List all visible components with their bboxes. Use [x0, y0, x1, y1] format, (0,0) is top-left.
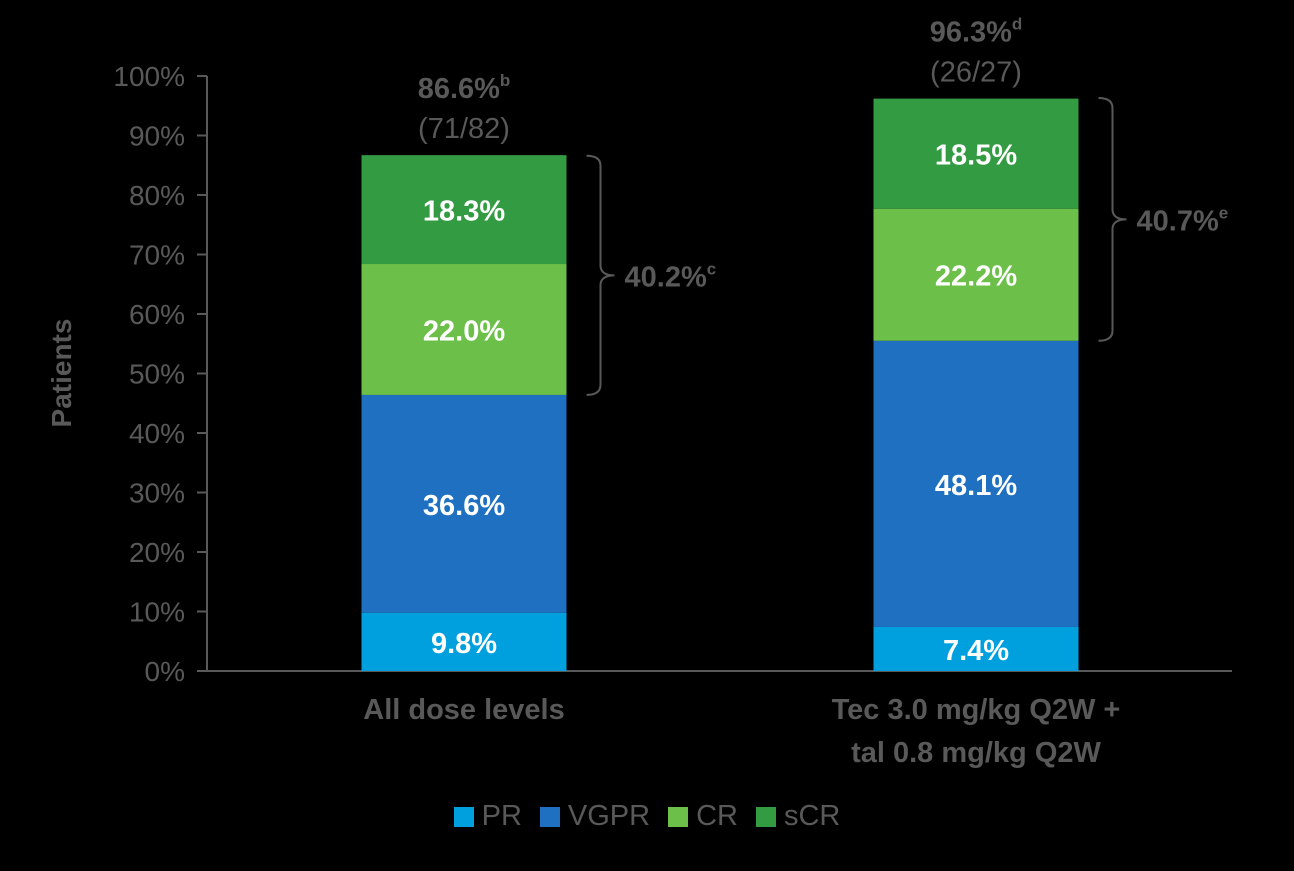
bar-segment-scr — [873, 98, 1079, 209]
labels-layer: 9.8% 36.6% 22.0% 18.3% 7.4% 48.1% 22.2% 18.5% 86… — [418, 15, 1229, 667]
y-tick-label: 20% — [129, 537, 185, 568]
y-tick-label: 60% — [129, 299, 185, 330]
bar-segment-label: 18.3% — [423, 196, 505, 228]
y-tick-label: 50% — [129, 359, 185, 390]
y-axis-title: Patients — [46, 319, 77, 428]
y-tick-label: 40% — [129, 418, 185, 449]
bar-segment-label: 22.0% — [423, 315, 505, 347]
legend-item-cr: CR — [668, 800, 738, 833]
y-tick-label: 90% — [129, 121, 185, 152]
bar-segment-label: 36.6% — [423, 490, 505, 522]
x-category-label: All dose levels — [363, 694, 565, 726]
legend-label: PR — [481, 800, 522, 832]
bar-segment-cr — [361, 264, 567, 395]
axes-layer: 0% 10% 20% 30% 40% 50% 60% 70% 80% 90% 100% Patient… — [46, 61, 1232, 769]
legend-label: VGPR — [567, 800, 651, 832]
legend-swatch — [668, 806, 689, 827]
bar-total-label: 96.3%d — [930, 15, 1023, 49]
bar-segment-label: 18.5% — [935, 140, 1017, 172]
bar-total-fraction: (71/82) — [418, 113, 510, 145]
y-tick-label: 10% — [129, 597, 185, 628]
bar-segment-scr — [361, 155, 567, 265]
legend-item-pr: PR — [453, 800, 522, 833]
bar-total-fraction: (26/27) — [930, 57, 1022, 89]
legend-label: CR — [696, 800, 738, 832]
bar-segment-pr — [873, 626, 1079, 671]
bar-total-label: 86.6%b — [418, 71, 511, 105]
bar-segment-vgpr — [361, 394, 567, 613]
bar-segment-vgpr — [873, 340, 1079, 627]
legend-swatch — [539, 806, 560, 827]
bar-segment-label: 48.1% — [935, 470, 1017, 502]
legend-item-vgpr: VGPR — [539, 800, 651, 833]
legend-label: sCR — [783, 800, 841, 832]
legend: PR VGPR CR sCR — [0, 800, 1294, 833]
bar-segment-cr — [873, 208, 1079, 341]
bar-segment-pr — [361, 612, 567, 671]
bar-segment-label: 7.4% — [943, 635, 1009, 667]
bar-segment-label: 9.8% — [431, 628, 497, 660]
legend-item-scr: sCR — [755, 800, 841, 833]
bar-segment-label: 22.2% — [935, 261, 1017, 293]
legend-swatch — [453, 806, 474, 827]
bracket-label: 40.2%c — [625, 259, 717, 293]
y-tick-label: 100% — [113, 61, 185, 92]
y-tick-label: 70% — [129, 240, 185, 271]
bracket-brace — [586, 154, 615, 396]
x-category-label: tal 0.8 mg/kg Q2W — [851, 737, 1101, 769]
y-tick-label: 80% — [129, 180, 185, 211]
bracket-brace — [1098, 97, 1127, 342]
bars-layer — [361, 98, 1079, 671]
bracket-label: 40.7%e — [1137, 203, 1229, 237]
y-tick-label: 30% — [129, 478, 185, 509]
legend-swatch — [755, 806, 776, 827]
x-category-label: Tec 3.0 mg/kg Q2W + — [832, 694, 1121, 726]
y-tick-label: 0% — [145, 656, 185, 687]
